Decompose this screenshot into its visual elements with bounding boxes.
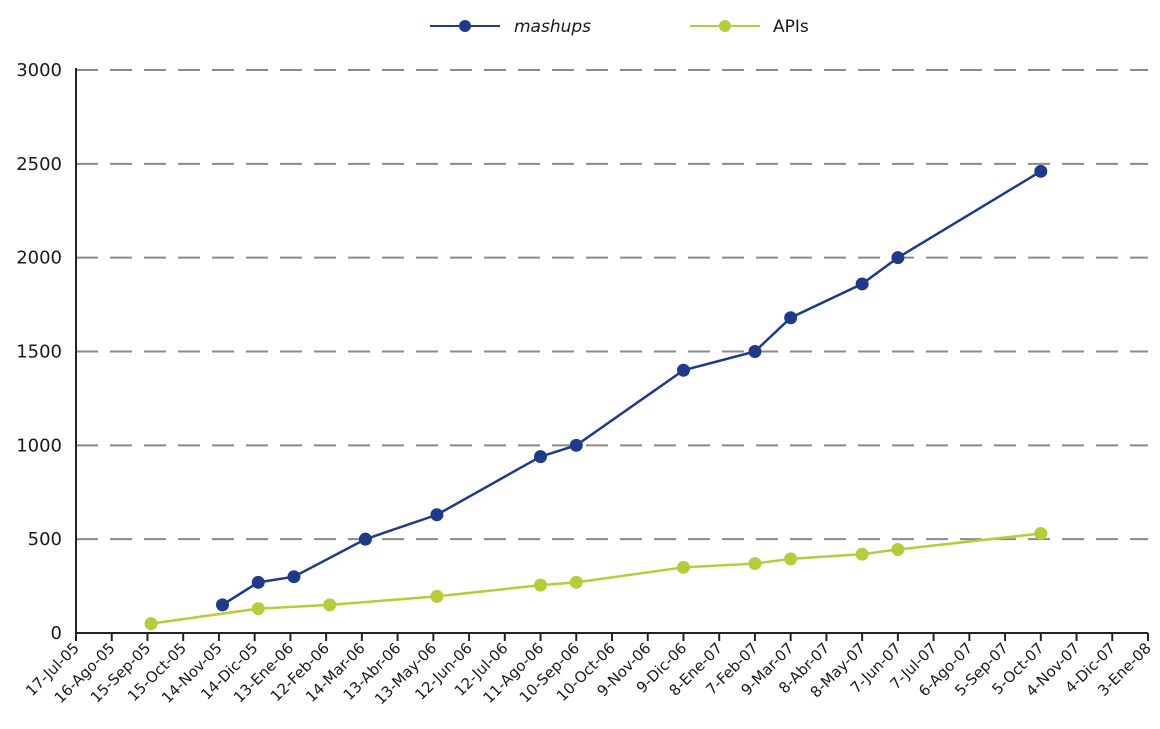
data-point-mashups — [358, 532, 372, 546]
data-point-apis — [891, 542, 905, 556]
series-mashups — [216, 164, 1048, 612]
data-point-mashups — [748, 345, 762, 358]
series — [144, 164, 1048, 631]
data-point-apis — [676, 560, 690, 574]
data-point-apis — [323, 598, 337, 612]
data-point-apis — [569, 575, 583, 589]
data-point-mashups — [534, 450, 548, 464]
x-tick-labels: 17-Jul-0516-Ago-0515-Sep-0515-Oct-0514-N… — [22, 639, 1155, 708]
data-point-mashups — [784, 311, 798, 325]
y-tick-label: 0 — [51, 623, 62, 644]
data-point-mashups — [1034, 164, 1048, 178]
data-point-mashups — [855, 277, 869, 291]
data-point-apis — [855, 547, 869, 561]
series-apis — [144, 527, 1048, 631]
axes — [75, 68, 1149, 641]
data-point-mashups — [251, 575, 265, 589]
y-tick-label: 500 — [28, 529, 62, 550]
data-point-mashups — [430, 508, 444, 522]
legend: mashups APIs — [430, 17, 809, 37]
y-tick-label: 1500 — [16, 342, 62, 363]
data-point-apis — [144, 617, 158, 631]
legend-mashups-marker — [459, 20, 471, 32]
y-tick-label: 2500 — [16, 154, 62, 175]
data-point-apis — [534, 578, 548, 592]
legend-mashups-label: mashups — [514, 17, 591, 37]
data-point-mashups — [287, 570, 301, 584]
data-point-mashups — [891, 251, 905, 265]
data-point-apis — [784, 552, 798, 566]
data-point-apis — [748, 557, 762, 571]
data-point-apis — [1034, 527, 1048, 541]
data-point-mashups — [569, 438, 583, 452]
y-tick-label: 2000 — [16, 248, 62, 269]
y-tick-label: 3000 — [16, 60, 62, 81]
data-point-apis — [251, 602, 265, 616]
data-point-apis — [430, 589, 444, 603]
data-point-mashups — [676, 363, 690, 377]
legend-apis-marker — [719, 20, 731, 32]
legend-apis-label: APIs — [773, 17, 809, 37]
y-tick-labels: 0 500 1000 1500 2000 2500 3000 — [16, 60, 62, 644]
y-tick-label: 1000 — [16, 435, 62, 456]
data-point-mashups — [216, 598, 230, 612]
gridlines — [76, 69, 1148, 541]
